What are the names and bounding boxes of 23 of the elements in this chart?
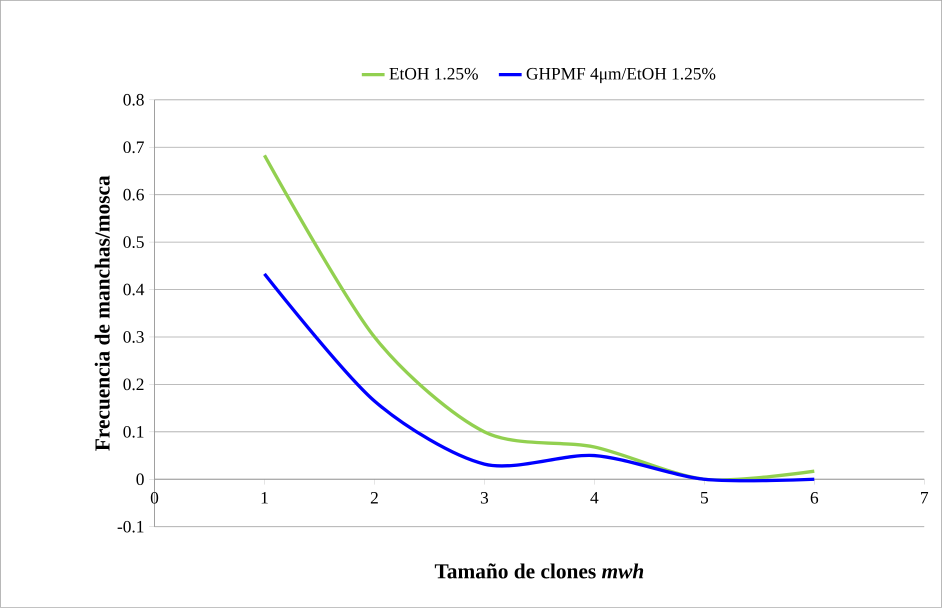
y-tick-label: 0.7 (123, 141, 144, 154)
y-tick-label: 0.8 (123, 94, 144, 106)
y-tick-label: 0.5 (123, 236, 144, 248)
x-tick-label: 0 (150, 492, 158, 504)
x-tick-label: 2 (370, 492, 378, 504)
y-tick-label: 0.2 (123, 378, 144, 390)
y-tick-label: 0.4 (123, 284, 144, 296)
y-tick-label: 0.6 (123, 188, 144, 201)
x-tick-label: 6 (810, 492, 818, 504)
x-tick-label: 7 (921, 492, 928, 504)
legend-label: EtOH 1.25% (389, 68, 478, 80)
x-axis-title: Tamaño de clones mwh (434, 564, 644, 579)
legend-label: GHPMF 4μm/EtOH 1.25% (526, 68, 716, 84)
y-tick-label: 0.1 (123, 426, 144, 438)
y-tick-label: 0.3 (123, 331, 144, 343)
y-tick-label: -0.1 (118, 520, 144, 533)
x-tick-label: 4 (590, 492, 598, 504)
y-tick-label: 0 (136, 474, 144, 486)
y-axis-title: Frecuencia de manchas/mosca (94, 176, 110, 451)
x-tick-label: 3 (480, 492, 488, 504)
line-series (262, 272, 816, 482)
x-tick-label: 5 (701, 492, 708, 504)
x-tick-label: 1 (262, 492, 268, 504)
